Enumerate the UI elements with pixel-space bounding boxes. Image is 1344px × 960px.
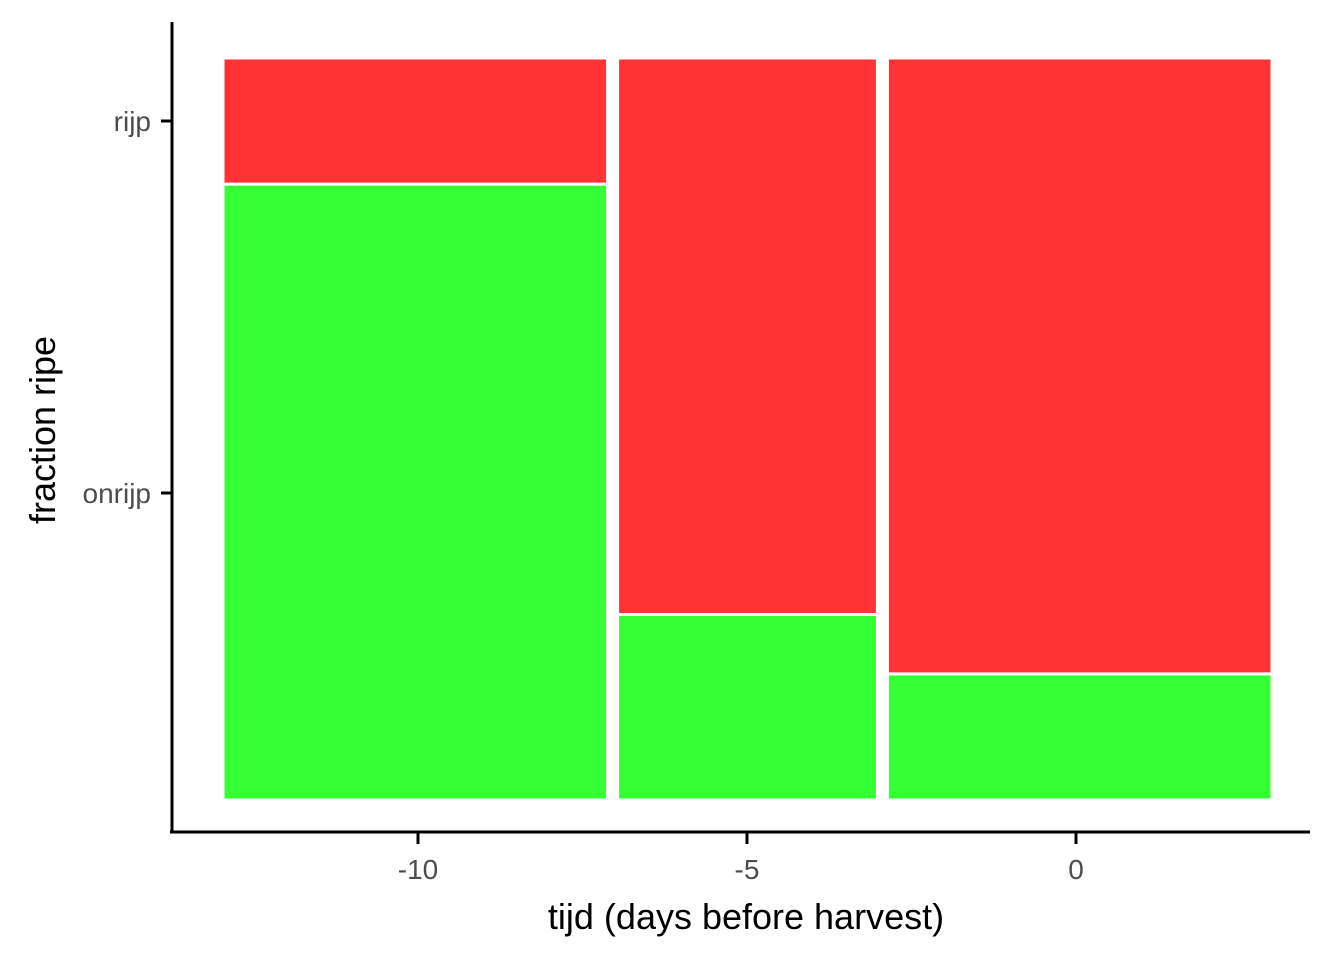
y-axis-ticks: onrijp rijp <box>83 106 172 509</box>
tile-onrijp-col-1 <box>616 613 879 802</box>
chart-tiles <box>221 56 1274 802</box>
x-axis-title: tijd (days before harvest) <box>548 896 944 937</box>
tile-rijp-col-2 <box>885 56 1274 676</box>
x-tick-label: -10 <box>398 854 438 885</box>
y-tick-label-rijp: rijp <box>114 106 151 137</box>
y-tick-label-onrijp: onrijp <box>83 478 151 509</box>
x-tick-label: -5 <box>735 854 760 885</box>
tile-rijp-col-0 <box>221 56 610 186</box>
y-axis-title: fraction ripe <box>22 336 63 524</box>
x-axis-ticks: -10 -5 0 <box>398 832 1084 885</box>
tile-onrijp-col-2 <box>885 672 1274 802</box>
x-tick-label: 0 <box>1068 854 1084 885</box>
tile-rijp-col-1 <box>616 56 879 616</box>
tile-onrijp-col-0 <box>221 182 610 802</box>
